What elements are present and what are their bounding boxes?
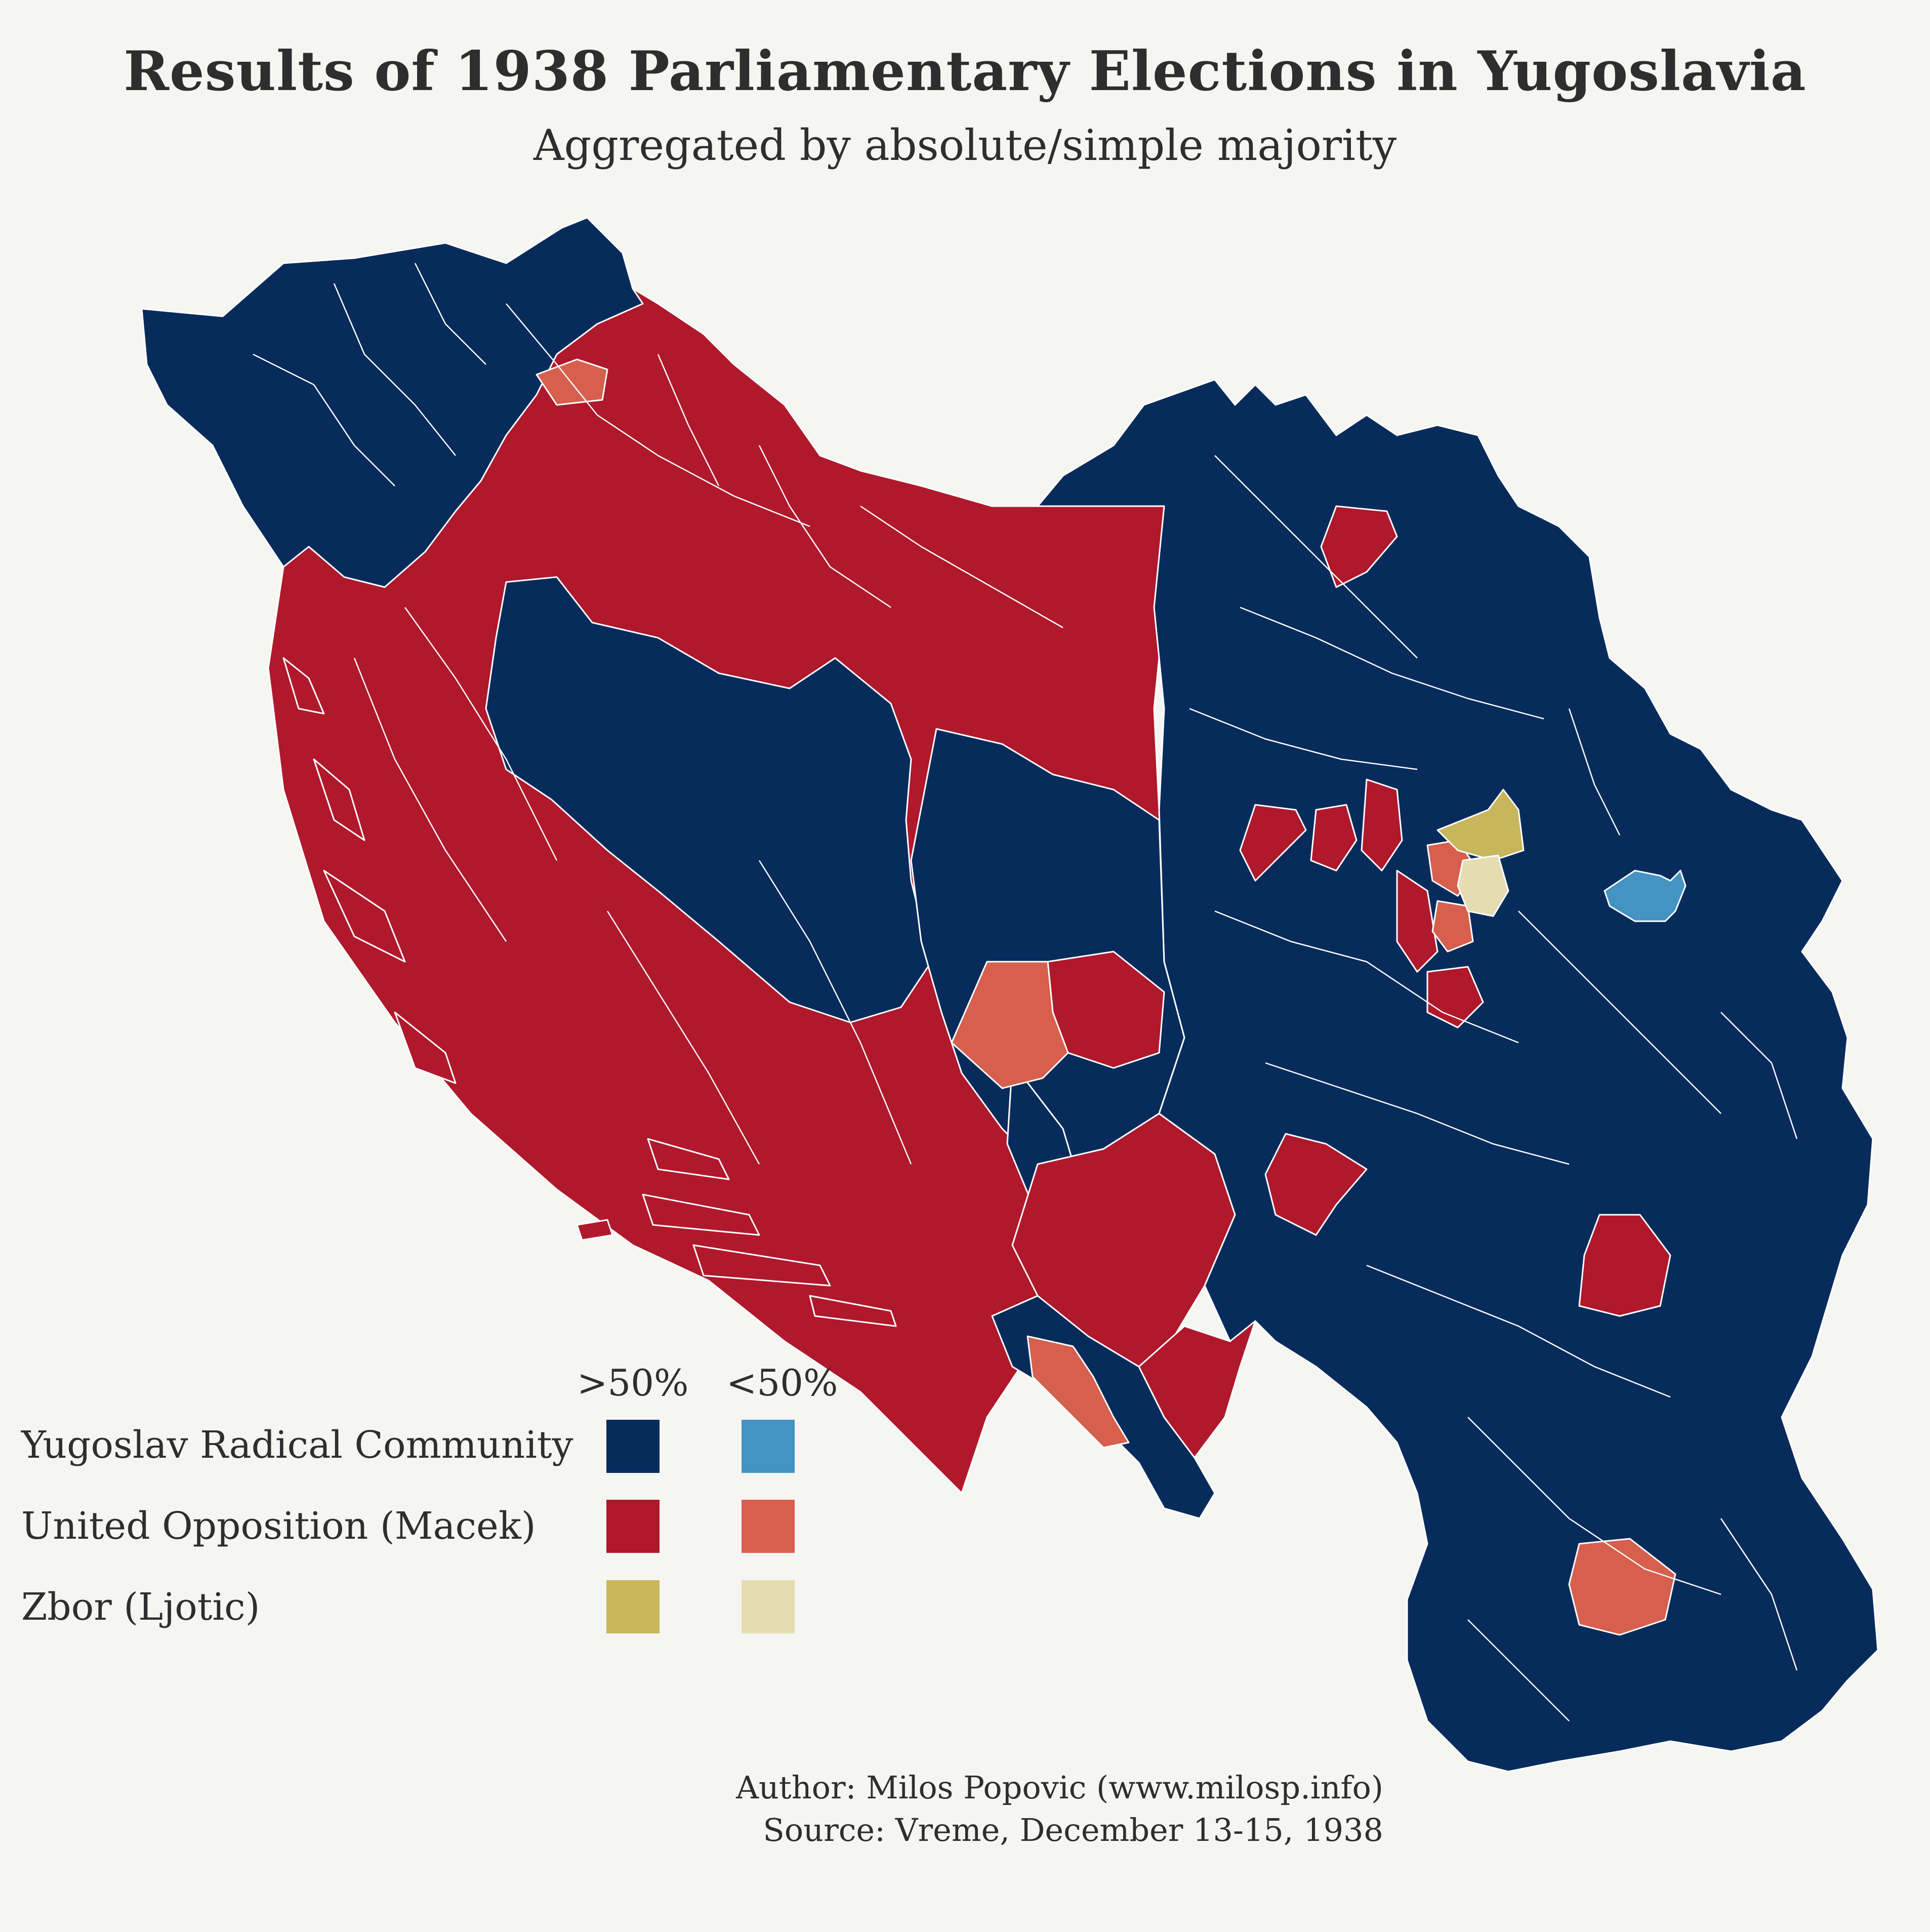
island-4	[394, 1011, 457, 1084]
district-zbor-plurality	[1457, 854, 1509, 917]
district-blue-plurality	[1604, 870, 1687, 922]
district-orange-montenegro	[1026, 1335, 1130, 1449]
legend-label-united-opposition: United Opposition (Macek)	[21, 1504, 536, 1548]
credits-author: Author: Milos Popovic (www.milosp.info)	[736, 1769, 1383, 1806]
district-red-central-2	[1310, 804, 1358, 872]
region-serbia	[1037, 379, 1879, 1773]
island-5	[647, 1138, 730, 1180]
island-6	[642, 1194, 760, 1236]
district-orange-macedonia	[1568, 1538, 1676, 1636]
legend-swatch-uo-majority	[606, 1500, 660, 1553]
district-orange-zagorje	[536, 358, 608, 406]
legend-swatch-zbor-majority	[606, 1580, 660, 1633]
district-red-west-serbia	[1264, 1133, 1368, 1236]
legend-label-zbor: Zbor (Ljotic)	[21, 1585, 260, 1629]
island-9	[809, 1295, 897, 1327]
district-red-central-5	[1426, 966, 1484, 1029]
legend-swatch-zbor-plurality	[742, 1580, 795, 1633]
island-3	[323, 870, 406, 963]
island-7	[692, 1244, 831, 1287]
region-montenegro-inland	[1011, 1113, 1236, 1368]
district-red-central-1	[1239, 804, 1307, 882]
credits-source: Source: Vreme, December 13-15, 1938	[763, 1812, 1383, 1848]
district-red-central-3	[1361, 778, 1403, 872]
region-slovenia	[141, 217, 644, 588]
map-title: Results of 1938 Parliamentary Elections …	[124, 39, 1806, 103]
legend-label-yrc: Yugoslav Radical Community	[21, 1423, 573, 1467]
district-red-east-serbia	[1578, 1214, 1671, 1317]
legend-swatch-uo-plurality	[742, 1500, 795, 1553]
region-montenegro-south	[1138, 1320, 1256, 1459]
island-2	[313, 758, 365, 841]
island-1	[282, 657, 325, 715]
credits: Author: Milos Popovic (www.milosp.info) …	[736, 1766, 1383, 1852]
district-red-vojvodina	[1320, 505, 1398, 588]
legend-swatch-yrc-majority	[606, 1420, 660, 1473]
map-subtitle: Aggregated by absolute/simple majority	[533, 120, 1397, 170]
legend-header-majority: >50%	[577, 1362, 689, 1404]
district-orange-central-bosnia	[951, 961, 1069, 1089]
district-red-central-4	[1396, 870, 1439, 973]
island-8	[576, 1219, 613, 1241]
district-orange-belgrade-2	[1431, 900, 1474, 953]
legend-header-plurality: <50%	[726, 1362, 838, 1404]
district-zbor-majority	[1436, 789, 1525, 861]
legend-swatch-yrc-plurality	[742, 1420, 795, 1473]
